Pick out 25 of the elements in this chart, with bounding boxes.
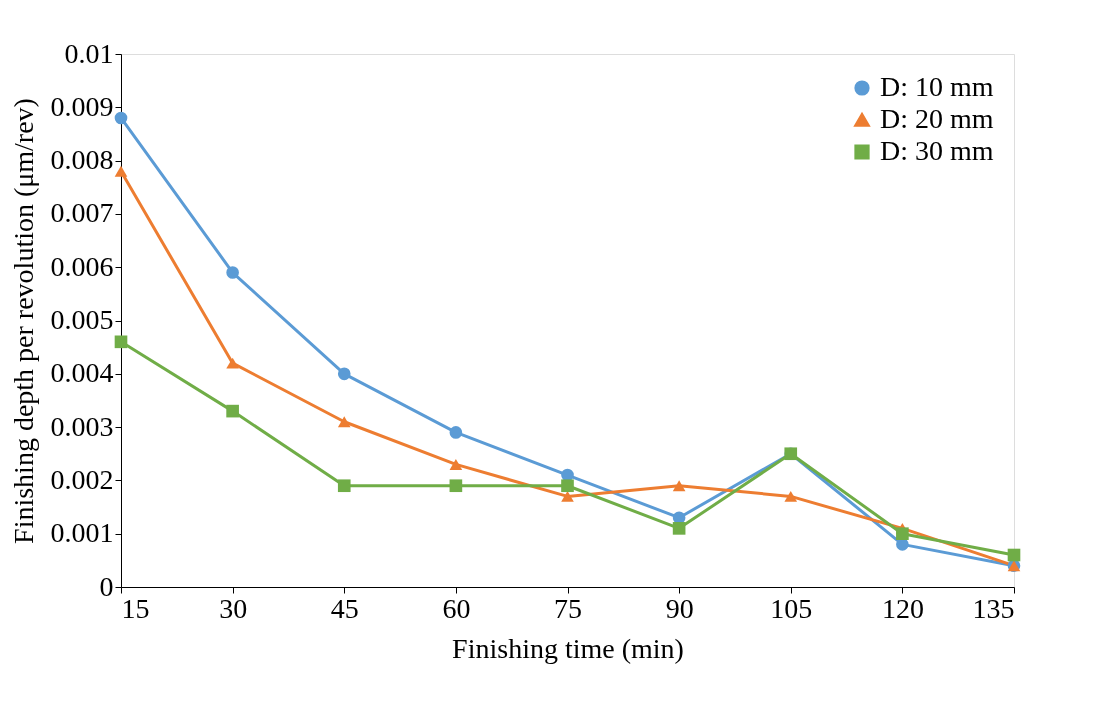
x-tick-label: 45 xyxy=(330,592,359,624)
y-axis-title: Finishing depth per revolution (μm/rev) xyxy=(7,98,39,544)
x-tick-label: 75 xyxy=(554,592,582,624)
y-tick-label: 0.009 xyxy=(50,90,114,122)
y-tick-label: 0.002 xyxy=(50,463,114,495)
y-tick-label: 0.007 xyxy=(50,197,114,229)
x-tick-label: 135 xyxy=(972,592,1015,624)
x-tick-label: 105 xyxy=(770,592,813,624)
legend-label: D: 10 mm xyxy=(880,71,994,102)
y-tick-label: 0.008 xyxy=(50,144,114,176)
y-tick-label: 0.01 xyxy=(64,37,114,69)
x-tick-label: 30 xyxy=(219,592,248,624)
x-axis-title: Finishing time (min) xyxy=(452,632,684,664)
x-tick-label: 15 xyxy=(121,592,150,624)
y-tick-label: 0.003 xyxy=(50,410,114,442)
y-tick-label: 0.001 xyxy=(50,517,114,549)
x-tick-label: 90 xyxy=(665,592,694,624)
y-tick-label: 0.005 xyxy=(50,304,114,335)
y-tick-label: 0.006 xyxy=(50,250,114,282)
y-tick-label: 0 xyxy=(99,570,114,602)
y-tick-label: 0.004 xyxy=(50,357,114,389)
x-tick-label: 120 xyxy=(881,592,924,624)
x-tick-label: 60 xyxy=(442,592,471,624)
legend-label: D: 30 mm xyxy=(880,135,994,166)
legend-label: D: 20 mm xyxy=(880,103,994,134)
